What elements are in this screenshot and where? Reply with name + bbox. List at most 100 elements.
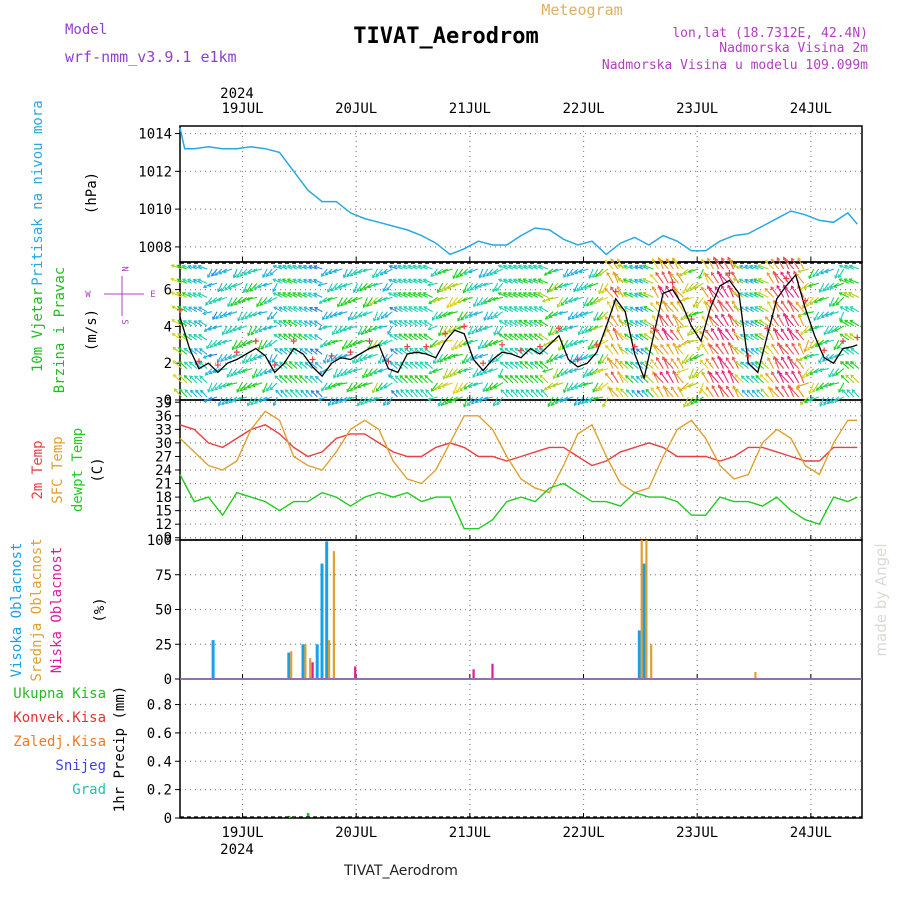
wind-arrowhead xyxy=(528,306,533,310)
wind-arrow xyxy=(519,333,529,341)
wind-arrow xyxy=(342,339,348,350)
wind-arrowhead xyxy=(418,333,423,338)
wind-arrow xyxy=(482,382,489,392)
wind-arrow xyxy=(407,292,418,298)
wind-arrowhead xyxy=(203,328,208,332)
wind-arrow xyxy=(781,385,790,398)
wind-arrow xyxy=(514,347,524,355)
wind-arrow xyxy=(690,396,699,405)
wind-arrow xyxy=(220,353,228,362)
wind-arrowhead xyxy=(484,344,489,348)
wind-arrowhead xyxy=(483,317,488,322)
wind-arrow xyxy=(383,396,389,406)
wind-arrowhead xyxy=(402,264,407,269)
wind-arrowhead xyxy=(462,368,467,373)
wind-arrow xyxy=(845,306,855,313)
wind-arrow xyxy=(745,306,754,313)
wind-arrowhead xyxy=(231,354,236,359)
wind-arrowhead xyxy=(542,369,547,373)
wind-arrow xyxy=(418,292,428,298)
wind-arrowhead xyxy=(615,386,620,391)
wind-arrowhead xyxy=(817,297,822,302)
wind-arrowhead xyxy=(602,403,606,408)
wind-arrowhead xyxy=(640,361,644,366)
wind-arrow xyxy=(453,368,464,376)
wind-arrowhead xyxy=(434,272,438,276)
wind-arrow xyxy=(573,282,579,292)
wind-arrowhead xyxy=(593,317,597,322)
wind-arrowhead xyxy=(735,388,740,393)
wind-arrowhead xyxy=(389,375,394,380)
wind-arrowhead xyxy=(666,370,670,375)
wind-arrowhead xyxy=(314,375,319,380)
wind-arrow xyxy=(468,339,478,344)
wind-arrow xyxy=(509,347,519,355)
wind-arrowhead xyxy=(551,332,555,336)
wind-arrow xyxy=(452,268,459,279)
wind-arrow xyxy=(430,382,439,392)
wind-arrowhead xyxy=(538,333,543,337)
wind-arrowhead xyxy=(767,356,771,361)
wind-arrowhead xyxy=(248,314,253,318)
wind-arrow xyxy=(354,311,363,319)
wind-arrowhead xyxy=(420,389,424,393)
wind-arrow xyxy=(787,327,795,341)
wind-arrowhead xyxy=(332,269,337,273)
wind-arrow xyxy=(670,329,679,341)
wind-arrowhead xyxy=(672,257,676,262)
wind-arrow xyxy=(459,382,469,392)
wind-arrowhead xyxy=(845,361,850,365)
wind-arrow xyxy=(767,357,775,369)
wind-arrow xyxy=(325,311,333,319)
wind-arrowhead xyxy=(517,264,522,269)
wind-arrow xyxy=(674,260,684,270)
bottom-day-label: 21JUL xyxy=(449,825,491,841)
wind-arrow xyxy=(456,268,464,278)
wind-arrow xyxy=(241,311,248,321)
wind-arrow xyxy=(253,353,263,360)
y-tick-label: 30 xyxy=(155,436,172,452)
wind-arrowhead xyxy=(746,389,751,394)
wind-arrowhead xyxy=(797,342,802,347)
wind-arrow xyxy=(807,339,815,351)
wind-arrowhead xyxy=(686,340,691,344)
wind-arrowhead xyxy=(424,374,429,379)
wind-arrow xyxy=(733,333,744,341)
wind-arrowhead xyxy=(378,369,382,373)
bottom-day-label: 20JUL xyxy=(335,825,377,841)
wind-arrow xyxy=(500,375,509,384)
wind-arrowhead xyxy=(246,289,250,293)
wind-arrow xyxy=(252,382,263,387)
wind-arrow xyxy=(513,292,524,298)
wind-arrowhead xyxy=(557,304,561,308)
wind-arrow xyxy=(524,361,534,370)
wind-arrow xyxy=(262,382,268,393)
wind-arrowhead xyxy=(259,302,264,307)
wind-arrow xyxy=(613,328,619,341)
wind-arrow xyxy=(545,311,554,320)
wind-arrowhead xyxy=(392,292,397,296)
wind-arrow xyxy=(824,339,834,344)
wind-arrow xyxy=(254,396,263,404)
wind-arrowhead xyxy=(233,371,238,376)
wind-arrowhead xyxy=(415,389,419,393)
wind-arrow xyxy=(304,320,313,327)
wind-arrow xyxy=(791,258,800,270)
wind-arrowhead xyxy=(436,359,441,364)
wind-arrowhead xyxy=(176,278,181,282)
wind-arrowhead xyxy=(403,333,408,338)
wind-arrowhead xyxy=(527,292,532,296)
wind-arrow xyxy=(797,257,805,270)
wind-arrow xyxy=(387,325,393,335)
wind-arrow xyxy=(318,396,328,401)
wind-arrow xyxy=(293,306,303,313)
wind-arrowhead xyxy=(513,333,518,338)
wind-arrow xyxy=(825,268,834,273)
wind-arrow xyxy=(363,282,373,290)
wind-arrow xyxy=(528,265,539,270)
wind-arrow xyxy=(510,389,519,398)
wind-arrowhead xyxy=(351,316,355,321)
wind-arrow xyxy=(237,311,243,321)
wind-arrowhead xyxy=(441,402,445,407)
